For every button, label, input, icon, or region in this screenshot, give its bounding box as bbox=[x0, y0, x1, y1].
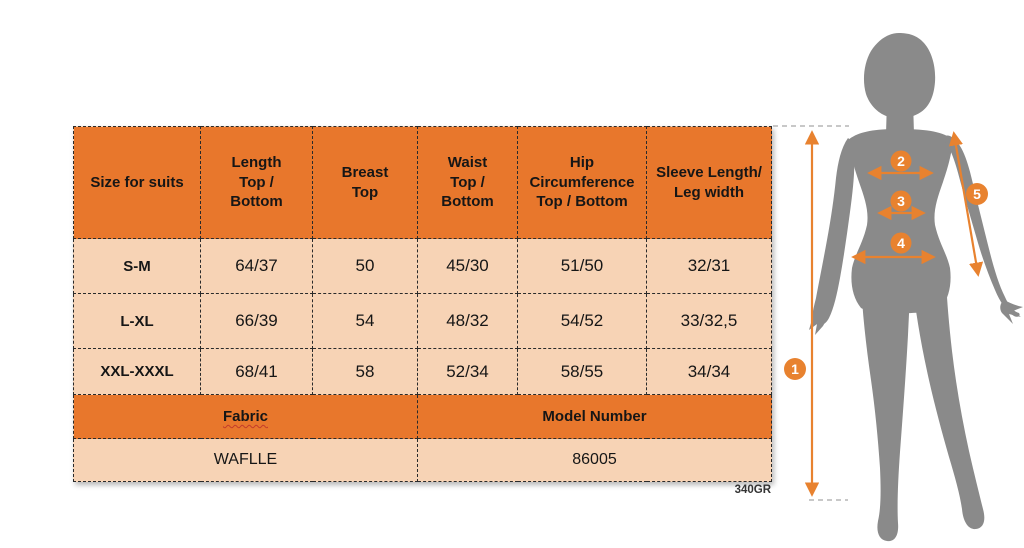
waist-cell: 48/32 bbox=[417, 293, 518, 349]
header-length: Length Top / Bottom bbox=[200, 126, 313, 239]
size-cell: S-M bbox=[73, 238, 201, 294]
marker-4-badge: 4 bbox=[890, 232, 912, 254]
silhouette-left-arm bbox=[812, 138, 855, 326]
header-sleeve: Sleeve Length/ Leg width bbox=[646, 126, 772, 239]
header-breast: Breast Top bbox=[312, 126, 418, 239]
marker-5-circle bbox=[966, 183, 988, 205]
marker-2-circle bbox=[890, 150, 912, 172]
marker-2-badge: 2 bbox=[890, 150, 912, 172]
fabric-header-cell: Fabric bbox=[73, 394, 418, 439]
marker-1-badge: 1 bbox=[784, 358, 806, 380]
marker-3-badge: 3 bbox=[890, 190, 912, 212]
model-number-value-cell: 86005 bbox=[417, 438, 772, 482]
silhouette-right-leg bbox=[912, 280, 985, 530]
size-cell: XXL-XXXL bbox=[73, 348, 201, 395]
fabric-value-cell: WAFLLE bbox=[73, 438, 418, 482]
marker-5-number: 5 bbox=[973, 186, 981, 202]
marker-5-badge: 5 bbox=[966, 183, 988, 205]
sleeve-cell: 32/31 bbox=[646, 238, 772, 294]
hip-cell: 51/50 bbox=[517, 238, 647, 294]
marker-4-circle bbox=[890, 232, 912, 254]
silhouette-right-arm bbox=[942, 135, 1020, 317]
woman-silhouette bbox=[809, 33, 1023, 542]
marker-1-circle bbox=[784, 358, 806, 380]
size-cell: L-XL bbox=[73, 293, 201, 349]
waist-cell: 52/34 bbox=[417, 348, 518, 395]
marker-3-circle bbox=[890, 190, 912, 212]
sleeve-cell: 33/32,5 bbox=[646, 293, 772, 349]
sleeve-cell: 34/34 bbox=[646, 348, 772, 395]
breast-cell: 54 bbox=[312, 293, 418, 349]
table-footer-header-row: Fabric Model Number bbox=[73, 394, 772, 439]
marker-3-number: 3 bbox=[897, 193, 905, 209]
header-hip: Hip Circumference Top / Bottom bbox=[517, 126, 647, 239]
size-table: Size for suits Length Top / Bottom Breas… bbox=[73, 126, 772, 482]
silhouette-head bbox=[863, 33, 936, 119]
model-number-header-cell: Model Number bbox=[417, 394, 772, 439]
table-row: XXL-XXXL 68/41 58 52/34 58/55 34/34 bbox=[73, 348, 772, 395]
hip-cell: 58/55 bbox=[517, 348, 647, 395]
silhouette-neck bbox=[886, 100, 914, 134]
waist-cell: 45/30 bbox=[417, 238, 518, 294]
header-waist: Waist Top / Bottom bbox=[417, 126, 518, 239]
silhouette-right-hand bbox=[1000, 300, 1023, 324]
marker-4-number: 4 bbox=[897, 235, 905, 251]
length-cell: 64/37 bbox=[200, 238, 313, 294]
fabric-label: Fabric bbox=[222, 408, 268, 425]
table-footer-value-row: WAFLLE 86005 bbox=[73, 438, 772, 482]
length-cell: 66/39 bbox=[200, 293, 313, 349]
header-size: Size for suits bbox=[73, 126, 201, 239]
marker-2-number: 2 bbox=[897, 153, 905, 169]
fabric-weight-note: 340GR bbox=[734, 484, 771, 496]
sleeve-arrow bbox=[948, 131, 984, 277]
table-header-row: Size for suits Length Top / Bottom Breas… bbox=[73, 126, 772, 239]
table-row: S-M 64/37 50 45/30 51/50 32/31 bbox=[73, 238, 772, 294]
breast-cell: 50 bbox=[312, 238, 418, 294]
marker-1-number: 1 bbox=[791, 361, 799, 377]
table-row: L-XL 66/39 54 48/32 54/52 33/32,5 bbox=[73, 293, 772, 349]
hip-cell: 54/52 bbox=[517, 293, 647, 349]
silhouette-left-leg bbox=[861, 280, 910, 542]
measurement-figure: 1 2 3 4 5 bbox=[773, 33, 1023, 542]
length-cell: 68/41 bbox=[200, 348, 313, 395]
breast-cell: 58 bbox=[312, 348, 418, 395]
